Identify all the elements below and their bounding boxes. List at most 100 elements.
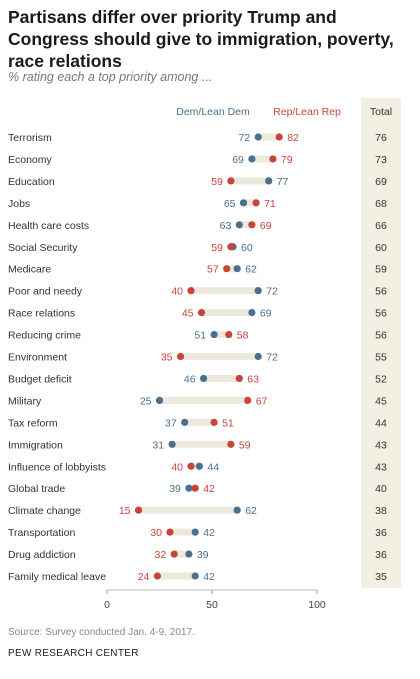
dem-dot bbox=[235, 221, 243, 229]
rep-dot bbox=[244, 396, 252, 404]
x-tick-label: 0 bbox=[104, 599, 110, 611]
range-bar bbox=[191, 462, 200, 470]
rep-dot bbox=[170, 550, 178, 558]
category-label: Military bbox=[8, 395, 42, 407]
rep-dot bbox=[176, 352, 185, 361]
total-value: 55 bbox=[375, 352, 387, 364]
category-label: Jobs bbox=[8, 198, 30, 210]
rep-dot bbox=[187, 287, 195, 295]
rep-value-label: 63 bbox=[247, 373, 259, 385]
dem-dot bbox=[168, 440, 176, 448]
dem-value-label: 25 bbox=[140, 395, 152, 407]
total-value: 36 bbox=[375, 527, 387, 539]
organization-name: PEW RESEARCH CENTER bbox=[8, 648, 139, 659]
category-label: Reducing crime bbox=[8, 330, 81, 342]
chart-subtitle: % rating each a top priority among ... bbox=[8, 70, 213, 84]
rep-dot bbox=[227, 243, 235, 251]
total-value: 76 bbox=[375, 132, 387, 144]
chart-row: Social Security 60 59 60 bbox=[8, 242, 387, 254]
chart-row: Race relations 69 45 56 bbox=[8, 308, 387, 320]
rep-value-label: 79 bbox=[281, 154, 293, 166]
dem-dot bbox=[210, 330, 218, 339]
range-bar bbox=[170, 528, 196, 536]
rep-value-label: 69 bbox=[260, 220, 272, 232]
dem-dot bbox=[233, 506, 241, 514]
dem-dot bbox=[248, 309, 256, 317]
dem-dot bbox=[191, 572, 199, 580]
source-note: Source: Survey conducted Jan. 4-9, 2017. bbox=[8, 627, 195, 638]
range-bar bbox=[180, 353, 259, 360]
chart-row: Medicare 62 57 59 bbox=[8, 264, 387, 276]
category-label: Environment bbox=[8, 352, 67, 364]
rep-dot bbox=[275, 133, 283, 141]
rep-dot bbox=[235, 374, 243, 383]
total-value: 45 bbox=[375, 395, 387, 407]
total-value: 35 bbox=[375, 571, 387, 583]
dem-value-label: 42 bbox=[203, 571, 215, 583]
dem-dot bbox=[191, 528, 199, 536]
category-label: Race relations bbox=[8, 308, 75, 320]
total-header: Total bbox=[370, 106, 392, 118]
dem-dot bbox=[181, 418, 189, 426]
range-bar bbox=[201, 309, 252, 317]
dem-value-label: 51 bbox=[194, 330, 206, 342]
dem-dot bbox=[254, 287, 262, 295]
range-bar bbox=[239, 221, 252, 229]
category-label: Drug addiction bbox=[8, 549, 76, 561]
range-bar bbox=[172, 440, 231, 448]
dem-dot bbox=[155, 396, 164, 404]
total-value: 66 bbox=[375, 220, 387, 232]
chart-row: Terrorism 72 82 76 bbox=[8, 132, 387, 144]
dem-dot bbox=[254, 133, 262, 141]
dem-value-label: 31 bbox=[152, 439, 164, 451]
chart-row: Reducing crime 51 58 56 bbox=[8, 330, 387, 342]
range-bar bbox=[258, 133, 280, 141]
chart-row: Climate change 62 15 38 bbox=[8, 505, 387, 517]
category-label: Terrorism bbox=[8, 132, 52, 144]
rep-dot bbox=[187, 462, 195, 470]
rep-dot bbox=[166, 528, 174, 536]
chart-row: Poor and needy 72 40 56 bbox=[8, 286, 387, 298]
legend-dem: Dem/Lean Dem bbox=[176, 106, 250, 118]
total-value: 69 bbox=[375, 176, 387, 188]
dem-value-label: 65 bbox=[224, 198, 236, 210]
dem-dot bbox=[254, 352, 262, 361]
dem-value-label: 72 bbox=[266, 286, 278, 298]
range-bar bbox=[203, 374, 240, 382]
range-bar bbox=[214, 331, 229, 339]
total-value: 68 bbox=[375, 198, 387, 210]
range-bar bbox=[243, 199, 257, 207]
rep-value-label: 32 bbox=[155, 549, 167, 561]
dem-dot bbox=[195, 462, 203, 470]
range-bar bbox=[159, 396, 248, 404]
x-tick-label: 50 bbox=[206, 599, 218, 611]
rep-value-label: 59 bbox=[239, 439, 251, 451]
rep-value-label: 24 bbox=[138, 571, 150, 583]
total-value: 44 bbox=[375, 417, 387, 429]
chart-row: Health care costs 63 69 66 bbox=[8, 220, 387, 232]
rep-dot bbox=[227, 440, 235, 448]
dem-value-label: 69 bbox=[260, 308, 272, 320]
rep-dot bbox=[248, 221, 256, 229]
chart-row: Economy 69 79 73 bbox=[8, 154, 387, 166]
dem-value-label: 77 bbox=[277, 176, 289, 188]
rep-value-label: 40 bbox=[171, 286, 183, 298]
total-value: 56 bbox=[375, 286, 387, 298]
category-label: Transportation bbox=[8, 527, 75, 539]
chart-row: Family medical leave 42 24 35 bbox=[8, 571, 387, 583]
dem-value-label: 42 bbox=[203, 527, 215, 539]
chart-row: Environment 72 35 55 bbox=[8, 352, 387, 364]
chart-row: Budget deficit 46 63 52 bbox=[8, 373, 387, 385]
category-label: Social Security bbox=[8, 242, 78, 254]
rep-value-label: 57 bbox=[207, 264, 219, 276]
dem-dot bbox=[248, 155, 256, 163]
chart-row: Immigration 31 59 43 bbox=[8, 439, 387, 451]
rep-dot bbox=[227, 177, 235, 185]
range-bar bbox=[226, 265, 238, 273]
rep-dot bbox=[225, 330, 233, 339]
total-value: 59 bbox=[375, 264, 387, 276]
total-value: 52 bbox=[375, 373, 387, 385]
category-label: Immigration bbox=[8, 439, 63, 451]
total-value: 43 bbox=[375, 439, 387, 451]
range-bar bbox=[157, 572, 196, 580]
